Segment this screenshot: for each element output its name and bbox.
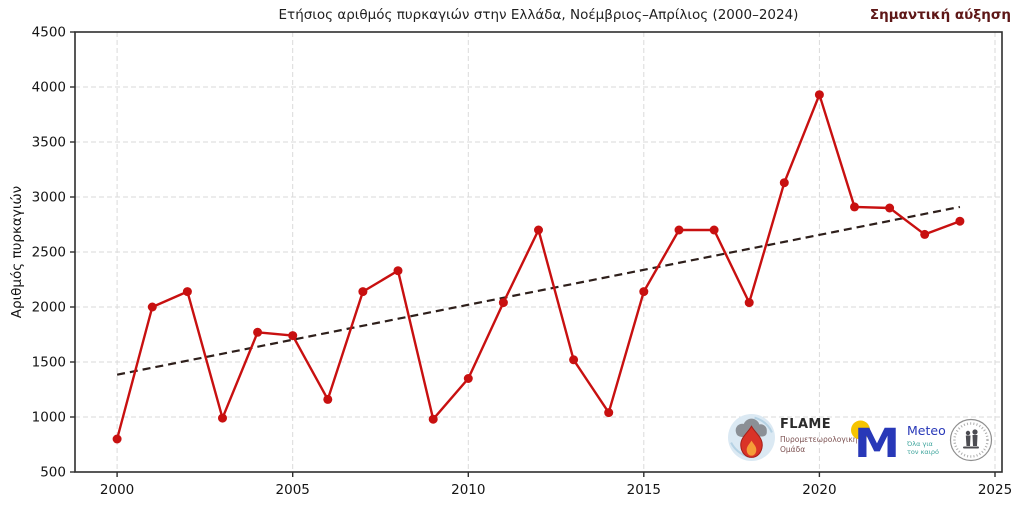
- data-point-2017: [709, 225, 719, 235]
- data-point-2016: [674, 225, 684, 235]
- data-point-2001: [147, 302, 157, 312]
- data-point-2013: [569, 355, 579, 365]
- data-point-2021: [850, 202, 859, 212]
- data-point-2003: [218, 413, 227, 423]
- y-tick-label: 4500: [32, 25, 66, 41]
- x-tick-label: 2010: [451, 482, 485, 498]
- data-point-2006: [323, 394, 333, 404]
- trend-annotation: Σημαντική αύξηση: [869, 7, 1011, 23]
- plot-border: [74, 31, 1003, 473]
- data-point-2000: [112, 434, 122, 444]
- data-point-2019: [779, 178, 789, 188]
- data-point-2008: [393, 266, 403, 276]
- data-point-2015: [639, 287, 649, 297]
- y-axis-label-wrap: Αριθμός πυρκαγιών: [0, 32, 34, 472]
- fires-series-line: [115, 93, 962, 441]
- data-point-2022: [885, 203, 895, 213]
- x-tick-label: 2020: [802, 482, 836, 498]
- data-point-2014: [604, 408, 614, 418]
- data-point-2004: [253, 327, 263, 337]
- data-point-2005: [288, 331, 298, 341]
- x-tick-label: 2005: [276, 482, 310, 498]
- trend-line: [116, 205, 961, 376]
- y-tick-label: 2500: [32, 245, 66, 261]
- x-tick-label: 2015: [627, 482, 661, 498]
- data-point-2020: [814, 90, 824, 100]
- x-tick-label: 2025: [978, 482, 1012, 498]
- data-point-2012: [534, 225, 543, 235]
- y-tick-label: 3500: [32, 135, 66, 151]
- data-point-2002: [182, 287, 192, 297]
- data-point-2018: [744, 298, 754, 308]
- y-tick-label: 500: [40, 465, 66, 481]
- data-point-2011: [498, 298, 508, 308]
- y-tick-label: 4000: [32, 80, 66, 96]
- data-point-2023: [920, 229, 930, 239]
- data-point-2009: [428, 414, 438, 424]
- y-axis-label: Αριθμός πυρκαγιών: [9, 185, 25, 319]
- data-point-2007: [358, 287, 368, 297]
- y-tick-label: 3000: [32, 190, 66, 206]
- y-tick-label: 1500: [32, 355, 66, 371]
- x-tick-label: 2000: [100, 482, 134, 498]
- y-tick-label: 1000: [32, 410, 66, 426]
- y-tick-label: 2000: [32, 300, 66, 316]
- data-point-2024: [955, 216, 965, 226]
- data-point-2010: [463, 374, 473, 383]
- chart-title: Ετήσιος αριθμός πυρκαγιών στην Ελλάδα, Ν…: [278, 7, 799, 23]
